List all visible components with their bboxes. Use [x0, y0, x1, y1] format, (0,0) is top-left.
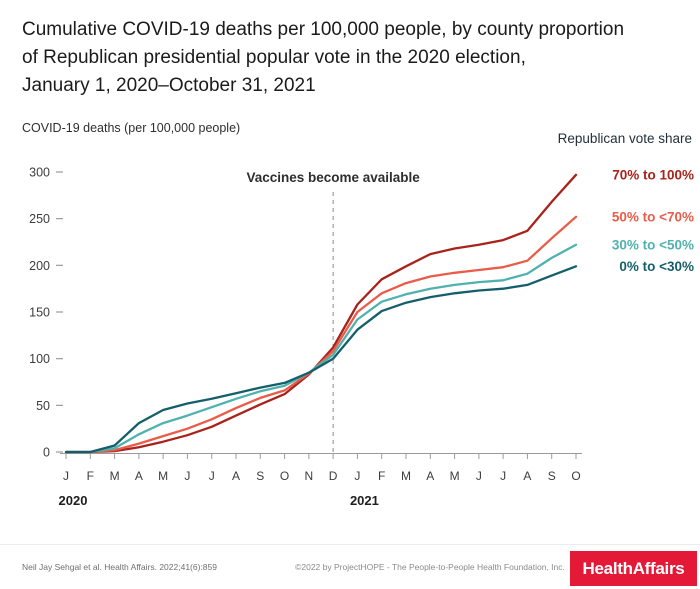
x-tick-label: A: [232, 469, 240, 483]
footer-divider: [0, 544, 700, 545]
y-tick-label: 150: [29, 306, 50, 320]
y-tick-label: 250: [29, 212, 50, 226]
x-tick-label: F: [87, 469, 94, 483]
y-tick-label: 0: [43, 446, 50, 460]
legend-label-30-to-50: 30% to <50%: [612, 237, 694, 252]
chart-title-line-2: of Republican presidential popular vote …: [22, 47, 526, 68]
x-tick-label: S: [256, 469, 264, 483]
series-line-0-to-30: [64, 265, 578, 454]
chart-title-line-3: January 1, 2020–October 31, 2021: [22, 75, 316, 96]
x-tick-label: J: [354, 469, 360, 483]
x-tick-label: J: [476, 469, 482, 483]
x-tick-label: O: [280, 469, 289, 483]
x-tick-label: J: [184, 469, 190, 483]
vaccine-annotation-label: Vaccines become available: [246, 170, 420, 185]
x-tick-label: F: [378, 469, 385, 483]
legend-title: Republican vote share: [557, 131, 692, 146]
legend-label-70-to-100: 70% to 100%: [612, 167, 694, 182]
x-tick-label: J: [209, 469, 215, 483]
x-tick-label: N: [305, 469, 314, 483]
year-label-2020: 2020: [59, 493, 88, 508]
year-label-2021: 2021: [350, 493, 379, 508]
legend-label-0-to-30: 0% to <30%: [619, 259, 694, 274]
x-tick-label: M: [110, 469, 120, 483]
x-tick-label: M: [158, 469, 168, 483]
x-tick-label: M: [450, 469, 460, 483]
series-line-70-to-100: [64, 173, 578, 454]
series-line-50-to-70: [64, 215, 578, 454]
x-tick-label: A: [523, 469, 531, 483]
x-tick-label: J: [500, 469, 506, 483]
y-axis-caption: COVID-19 deaths (per 100,000 people): [22, 121, 241, 135]
x-tick-label: M: [401, 469, 411, 483]
series-line-30-to-50: [64, 243, 578, 454]
chart-title: Cumulative COVID-19 deaths per 100,000 p…: [22, 16, 624, 100]
x-tick-label: O: [571, 469, 580, 483]
x-tick-label: J: [63, 469, 69, 483]
footer-citation: Neil Jay Sehgal et al. Health Affairs. 2…: [22, 562, 217, 572]
line-chart: 0 50 100 150 200 250 300 J F M A M J J A S O N D J F M A M J J A S O…: [29, 166, 694, 509]
x-tick-label: A: [135, 469, 143, 483]
legend-label-50-to-70: 50% to <70%: [612, 209, 694, 224]
x-tick-label: A: [426, 469, 434, 483]
y-tick-label: 300: [29, 166, 50, 180]
x-tick-label: S: [548, 469, 556, 483]
y-tick-label: 100: [29, 352, 50, 366]
y-tick-label: 50: [36, 399, 50, 413]
x-tick-label: D: [329, 469, 338, 483]
chart-title-line-1: Cumulative COVID-19 deaths per 100,000 p…: [22, 19, 625, 40]
y-tick-label: 200: [29, 259, 50, 273]
health-affairs-logo: HealthAffairs: [570, 551, 697, 586]
footer-copyright: ©2022 by ProjectHOPE - The People-to-Peo…: [295, 562, 565, 572]
